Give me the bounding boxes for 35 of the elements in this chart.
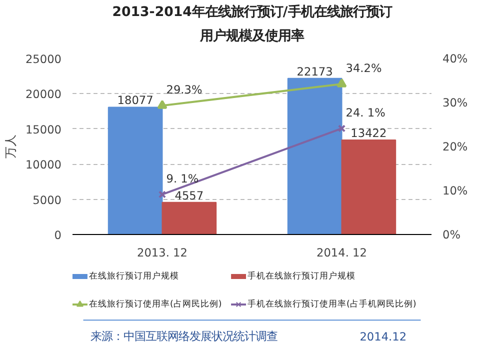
legend-label: 在线旅行预订用户规模 <box>88 270 179 282</box>
data-label: 29.3% <box>166 82 202 97</box>
x-tick-label: 2014. 12 <box>316 246 367 260</box>
legend-label: 手机在线旅行预订用户规模 <box>248 270 356 282</box>
y2-tick-label: 30% <box>442 96 468 110</box>
chart-title: 2013-2014年在线旅行预订/手机在线旅行预订用户规模及使用率 <box>112 4 392 44</box>
data-label: 22173 <box>296 64 333 78</box>
data-label: 13422 <box>350 126 387 140</box>
y-tick-label: 25000 <box>25 52 62 66</box>
data-label: 34.2% <box>346 61 382 76</box>
y2-tick-label: 10% <box>442 184 468 198</box>
bar <box>341 140 396 234</box>
bar <box>287 78 342 234</box>
y-tick-label: 20000 <box>25 87 62 102</box>
x-tick-label: 2013. 12 <box>137 246 188 260</box>
y2-tick-label: 40% <box>442 52 468 66</box>
data-label: 18077 <box>117 93 154 108</box>
y-axis-title: 万人 <box>3 134 18 158</box>
data-label: 9. 1% <box>166 171 199 186</box>
bar <box>108 106 163 234</box>
y2-tick-label: 0% <box>442 228 461 242</box>
source-note: 来源：中国互联网络发展状况统计调查 <box>90 329 278 344</box>
point <box>338 124 346 132</box>
y-tick-label: 10000 <box>25 158 62 172</box>
data-label: 4557 <box>174 188 204 202</box>
bar <box>162 202 217 234</box>
y-tick-label: 0 <box>54 228 62 242</box>
data-label: 24. 1% <box>346 105 386 120</box>
point <box>158 190 166 198</box>
y2-tick-label: 20% <box>442 140 468 154</box>
legend-label: 手机在线旅行预订使用率(占手机网民比例) <box>248 298 416 310</box>
y-tick-label: 15000 <box>25 122 62 136</box>
legend-label: 在线旅行预订使用率(占网民比例) <box>88 298 222 310</box>
y-tick-label: 5000 <box>32 192 62 207</box>
text: 2014.12 <box>360 330 407 344</box>
